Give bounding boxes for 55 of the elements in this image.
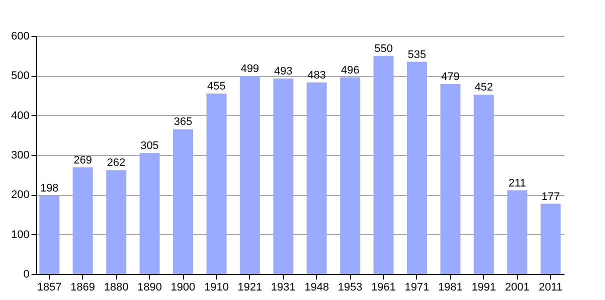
bar [507, 190, 528, 274]
bar [540, 204, 561, 274]
bar [374, 56, 394, 274]
y-tick-label: 0 [23, 268, 30, 280]
x-tick-label: 1890 [137, 282, 162, 294]
data-label: 262 [107, 157, 126, 170]
bar [240, 76, 260, 274]
bar [406, 62, 427, 274]
data-label: 305 [140, 140, 159, 152]
x-tick-label: 1981 [438, 282, 463, 294]
data-label: 499 [240, 63, 260, 76]
x-tick-label: 2011 [538, 282, 562, 294]
x-tick-label: 1991 [472, 282, 496, 294]
x-tick-label: 1910 [204, 282, 229, 294]
bar [39, 195, 60, 274]
x-tick-label: 1857 [37, 282, 62, 294]
data-label: 452 [474, 82, 493, 94]
bar [440, 84, 460, 274]
x-tick-label: 1900 [170, 282, 196, 294]
x-tick-label: 1880 [104, 282, 128, 294]
bar [173, 129, 194, 274]
x-tick-label: 1931 [271, 282, 296, 294]
data-label: 493 [274, 65, 292, 78]
data-label: 496 [340, 64, 360, 76]
bar [206, 94, 226, 274]
bar [106, 170, 126, 274]
bar [72, 167, 93, 274]
x-tick-label: 1961 [371, 282, 396, 294]
data-label: 365 [174, 116, 192, 128]
y-tick-label: 600 [11, 30, 30, 42]
bar [340, 77, 360, 274]
y-tick-label: 500 [11, 70, 30, 82]
bar [474, 94, 494, 274]
x-tick-label: 2001 [504, 282, 530, 294]
x-tick-label: 1953 [338, 282, 362, 294]
bar [306, 82, 327, 274]
data-label: 483 [308, 69, 326, 82]
bar [140, 153, 160, 274]
x-tick-label: 1971 [404, 282, 430, 294]
x-tick-label: 1948 [304, 282, 329, 294]
bar [273, 78, 294, 274]
y-tick-label: 300 [11, 150, 30, 162]
data-label: 550 [374, 42, 393, 55]
data-label: 177 [541, 190, 560, 203]
x-tick-label: 1869 [70, 282, 96, 294]
y-tick-label: 200 [11, 189, 30, 202]
data-label: 211 [508, 177, 526, 190]
data-label: 455 [207, 80, 226, 93]
data-label: 535 [408, 48, 426, 61]
y-tick-label: 100 [11, 228, 30, 241]
data-label: 269 [74, 154, 92, 166]
x-tick-label: 1921 [238, 282, 262, 294]
data-label: 198 [40, 182, 59, 194]
data-label: 479 [441, 70, 460, 83]
y-tick-label: 400 [11, 110, 30, 122]
